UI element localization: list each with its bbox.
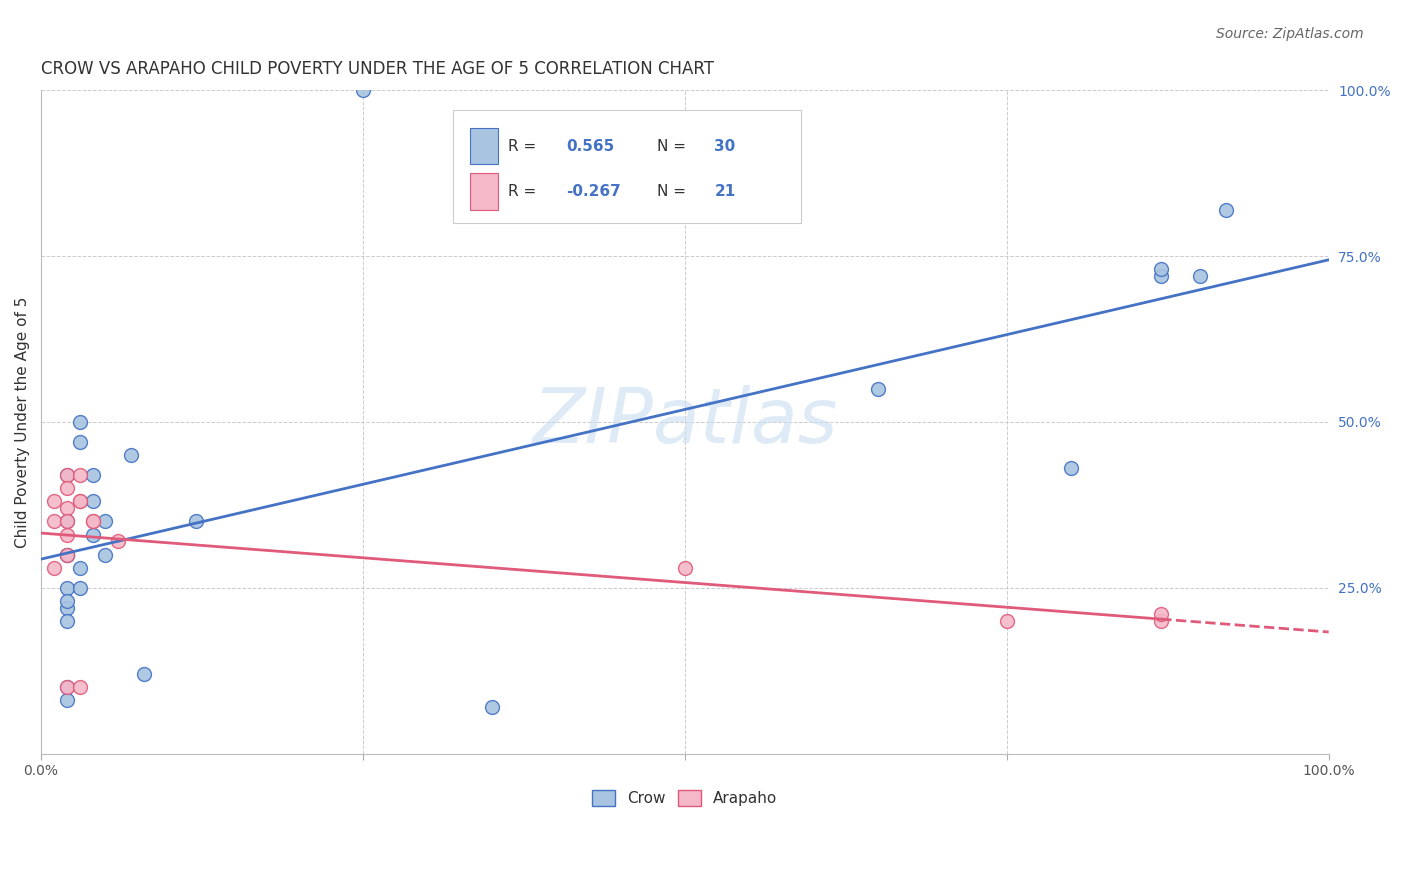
Point bbox=[352, 83, 374, 97]
Point bbox=[1150, 614, 1173, 628]
Point bbox=[995, 614, 1018, 628]
Point bbox=[69, 467, 91, 482]
Point bbox=[1150, 262, 1173, 277]
Point bbox=[82, 515, 104, 529]
Point bbox=[56, 515, 79, 529]
Point bbox=[866, 382, 889, 396]
Point bbox=[673, 561, 696, 575]
Point bbox=[69, 680, 91, 694]
Text: R =: R = bbox=[509, 139, 541, 153]
Point bbox=[1150, 268, 1173, 283]
Text: -0.267: -0.267 bbox=[567, 184, 621, 199]
Point bbox=[120, 448, 142, 462]
Point bbox=[56, 527, 79, 541]
Point bbox=[69, 415, 91, 429]
Point bbox=[56, 594, 79, 608]
Point bbox=[42, 561, 65, 575]
Point bbox=[56, 515, 79, 529]
Point bbox=[56, 680, 79, 694]
Point bbox=[184, 515, 207, 529]
Point bbox=[1188, 268, 1211, 283]
Point bbox=[56, 600, 79, 615]
Text: 30: 30 bbox=[714, 139, 735, 153]
Point bbox=[1215, 202, 1237, 217]
Point bbox=[56, 467, 79, 482]
Point bbox=[56, 614, 79, 628]
Text: ZIPatlas: ZIPatlas bbox=[533, 384, 838, 458]
Point bbox=[132, 667, 155, 681]
Point bbox=[94, 548, 117, 562]
Point bbox=[42, 515, 65, 529]
Point bbox=[56, 481, 79, 495]
Point bbox=[56, 581, 79, 595]
Legend: Crow, Arapaho: Crow, Arapaho bbox=[586, 784, 783, 813]
FancyBboxPatch shape bbox=[470, 128, 498, 164]
Point bbox=[69, 561, 91, 575]
Point bbox=[56, 548, 79, 562]
Point bbox=[82, 527, 104, 541]
FancyBboxPatch shape bbox=[453, 111, 801, 223]
Text: 0.565: 0.565 bbox=[567, 139, 614, 153]
Text: R =: R = bbox=[509, 184, 541, 199]
Point bbox=[56, 548, 79, 562]
Point bbox=[94, 515, 117, 529]
Point bbox=[82, 494, 104, 508]
Point bbox=[69, 434, 91, 449]
Point bbox=[42, 494, 65, 508]
Point bbox=[56, 548, 79, 562]
Point bbox=[481, 700, 503, 714]
Text: CROW VS ARAPAHO CHILD POVERTY UNDER THE AGE OF 5 CORRELATION CHART: CROW VS ARAPAHO CHILD POVERTY UNDER THE … bbox=[41, 60, 714, 78]
Point bbox=[1150, 607, 1173, 622]
Point bbox=[56, 467, 79, 482]
Text: Source: ZipAtlas.com: Source: ZipAtlas.com bbox=[1216, 27, 1364, 41]
Point bbox=[56, 693, 79, 707]
Point bbox=[82, 467, 104, 482]
Point bbox=[1060, 461, 1083, 475]
Text: 21: 21 bbox=[714, 184, 735, 199]
Point bbox=[82, 515, 104, 529]
Point bbox=[56, 501, 79, 516]
Point bbox=[107, 534, 129, 549]
Point bbox=[56, 680, 79, 694]
Point bbox=[69, 581, 91, 595]
Y-axis label: Child Poverty Under the Age of 5: Child Poverty Under the Age of 5 bbox=[15, 296, 30, 548]
Text: N =: N = bbox=[657, 139, 690, 153]
Point bbox=[69, 494, 91, 508]
FancyBboxPatch shape bbox=[470, 173, 498, 210]
Point bbox=[69, 494, 91, 508]
Text: N =: N = bbox=[657, 184, 690, 199]
